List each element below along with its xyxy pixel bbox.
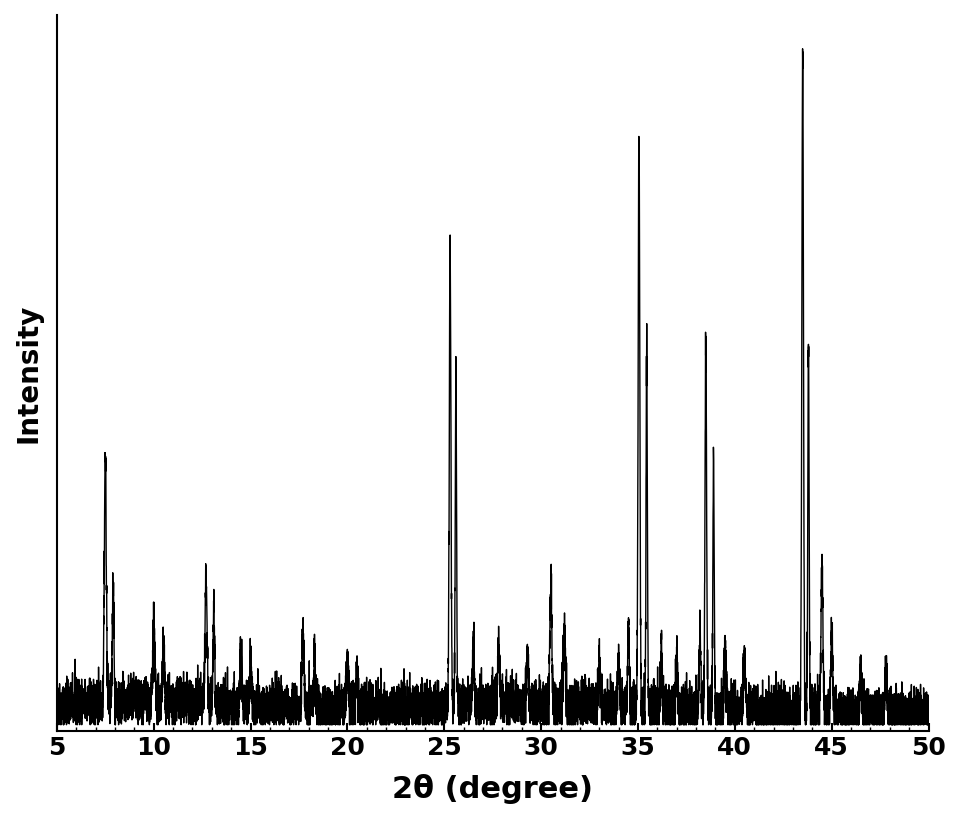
Y-axis label: Intensity: Intensity (15, 303, 43, 443)
X-axis label: 2θ (degree): 2θ (degree) (392, 774, 593, 804)
